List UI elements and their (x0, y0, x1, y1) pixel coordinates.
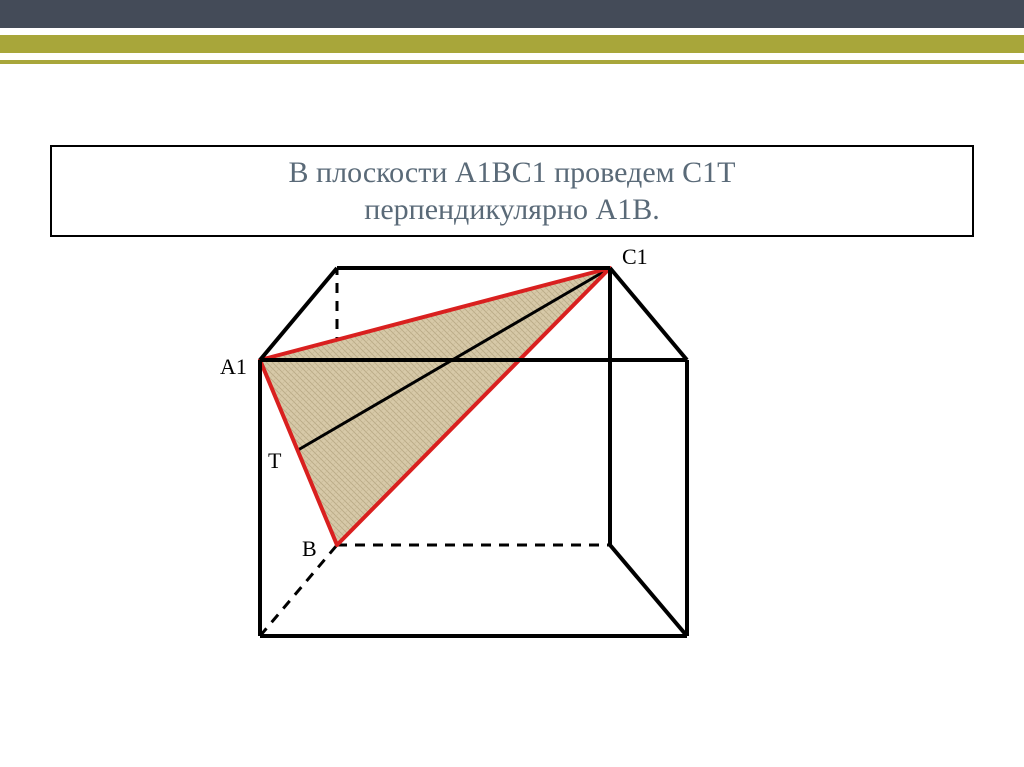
cube-edge-D-C (610, 545, 687, 636)
label-A1: А1 (220, 354, 247, 380)
title-box: В плоскости А1ВС1 проведем С1Т перпендик… (50, 145, 974, 237)
accent-thin (0, 60, 1024, 64)
title-text: В плоскости А1ВС1 проведем С1Т перпендик… (289, 154, 736, 229)
top-band (0, 0, 1024, 28)
cube-diagram (260, 268, 687, 636)
label-C1: С1 (622, 244, 648, 270)
accent-bar (0, 35, 1024, 53)
label-B: В (302, 536, 317, 562)
label-T: Т (268, 448, 281, 474)
slide-svg (0, 0, 1024, 767)
title-line1: В плоскости А1ВС1 проведем С1Т (289, 156, 736, 189)
cube-edge-A-B (260, 545, 337, 636)
title-line2: перпендикулярно А1В. (364, 193, 659, 226)
triangle-fill (260, 268, 610, 545)
cube-edge-C1-D1 (610, 268, 687, 360)
